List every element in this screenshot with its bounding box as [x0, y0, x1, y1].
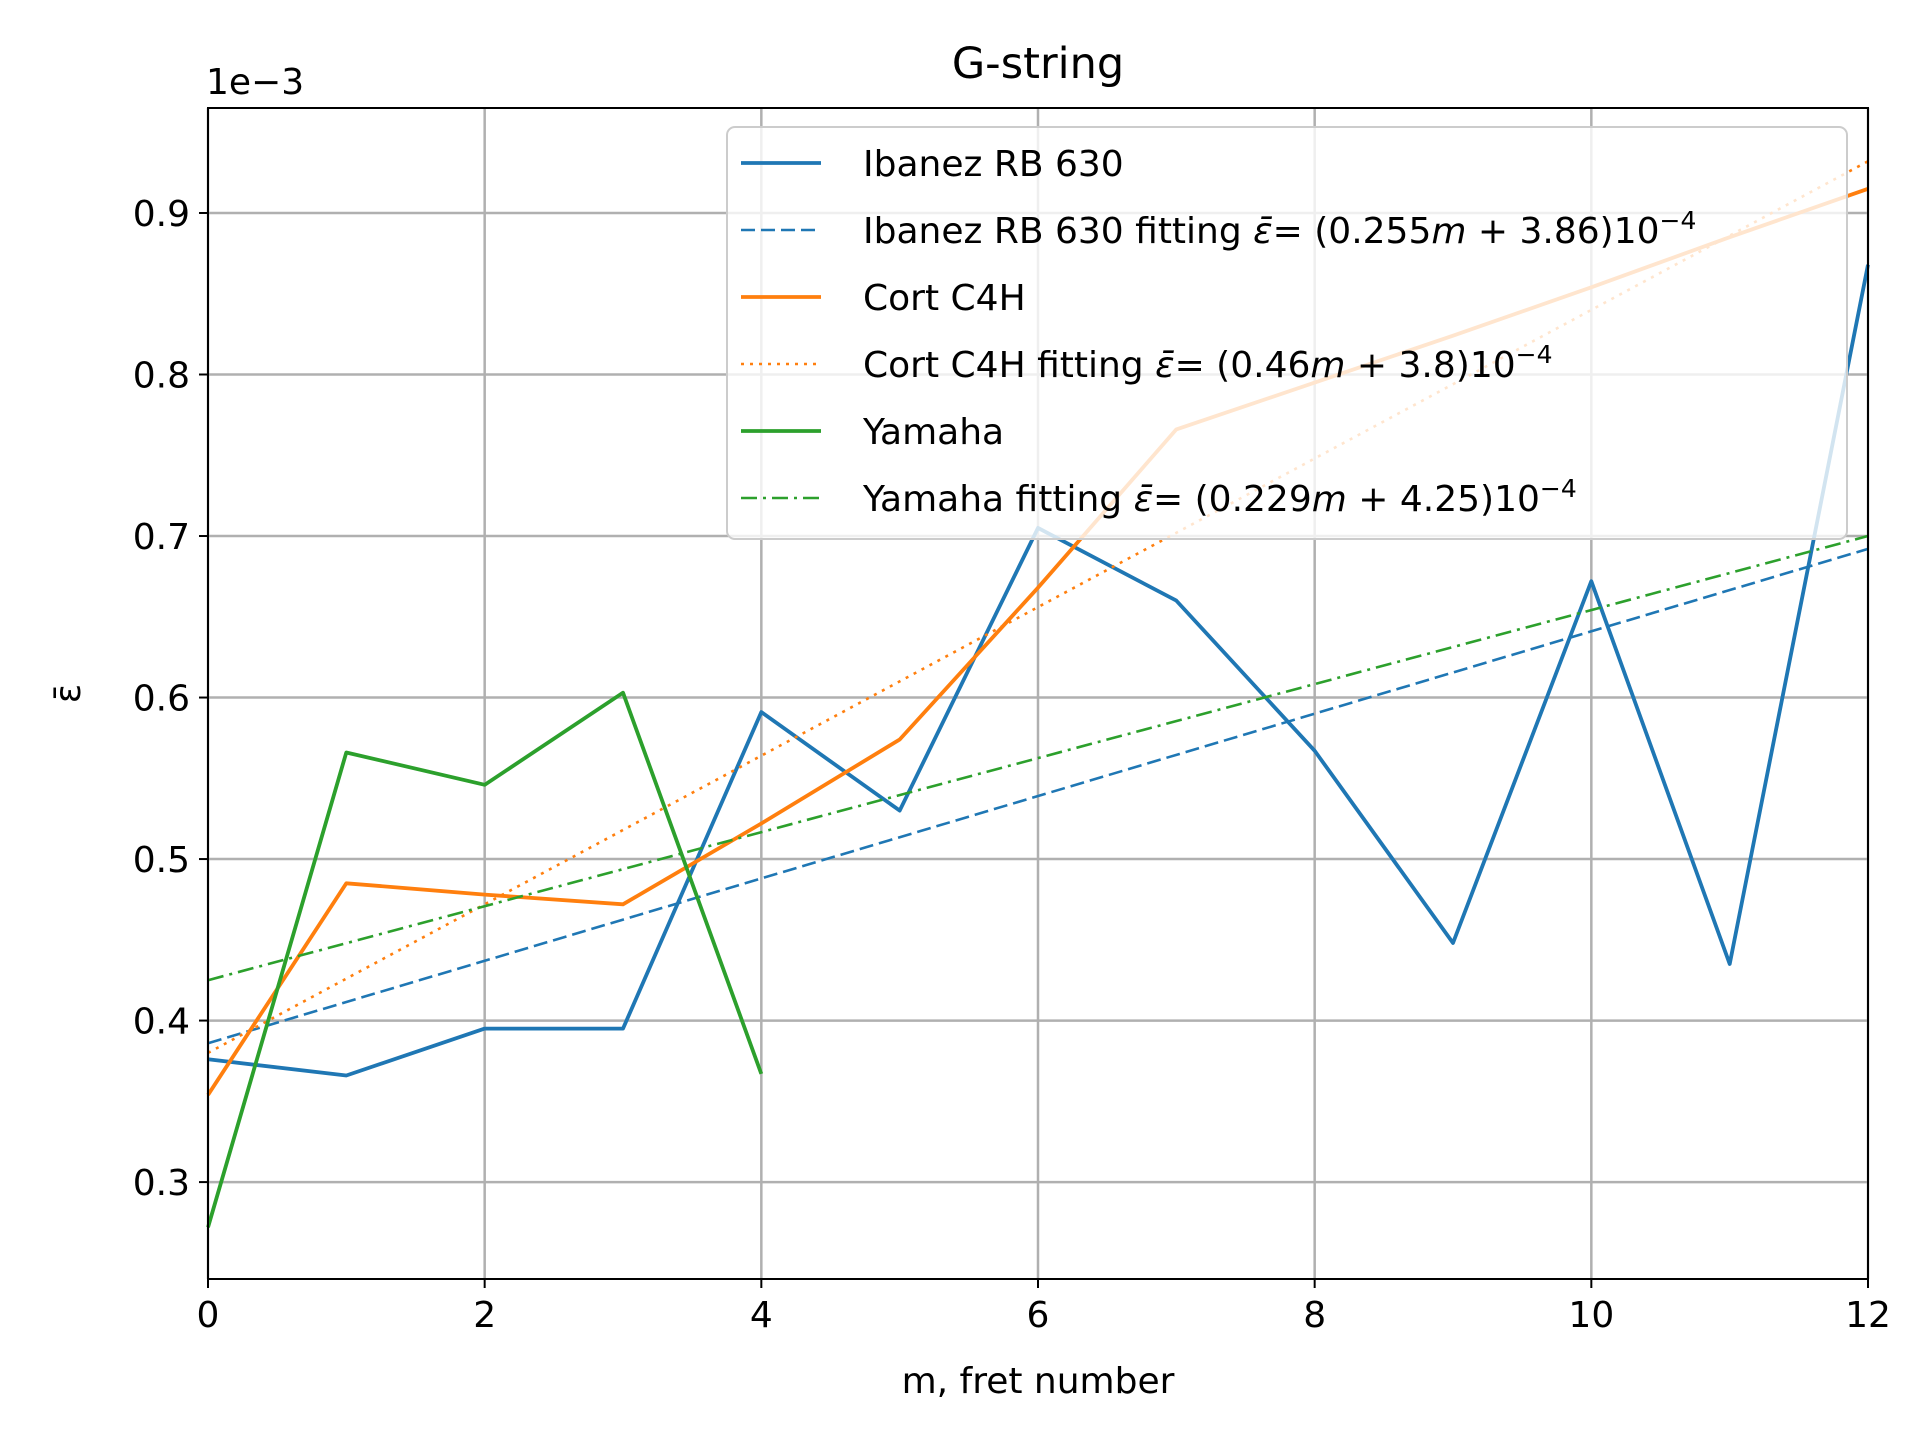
series-line-yamaha [206, 690, 764, 1228]
series-line-ibanez-rb-630-fitting [207, 547, 1869, 1045]
legend-entry-cort-c4h: Cort C4H [863, 278, 1026, 319]
legend-entry-ibanez-rb-630: Ibanez RB 630 [863, 144, 1124, 185]
legend-entry-cort-c4h-fitting: Cort C4H fitting ε̄= (0.46m + 3.8)10−4 [863, 340, 1552, 386]
y-tick-label: 0.8 [133, 356, 190, 397]
y-tick-label: 0.6 [133, 679, 190, 720]
y-tick-label: 0.5 [133, 840, 190, 881]
x-tick-label: 10 [1568, 1295, 1614, 1336]
x-tick-label: 2 [473, 1295, 496, 1336]
legend-entry-yamaha-fitting: Yamaha fitting ε̄= (0.229m + 4.25)10−4 [862, 474, 1577, 520]
y-tick-label: 0.3 [133, 1163, 190, 1204]
x-tick-label: 0 [197, 1295, 220, 1336]
legend-entry-ibanez-rb-630-fitting: Ibanez RB 630 fitting ε̄= (0.255m + 3.86… [863, 206, 1696, 252]
series-line-yamaha-fitting [207, 534, 1869, 982]
legend: Ibanez RB 630 Ibanez RB 630 fitting ε̄= (… [726, 126, 1848, 540]
y-axis-label: ε̄ [48, 684, 89, 703]
x-axis-label: m, fret number [902, 1361, 1175, 1402]
y-tick-label: 0.7 [133, 517, 190, 558]
y-tick-label: 0.4 [133, 1002, 190, 1043]
chart-title: G-string [952, 39, 1124, 89]
legend-box [726, 126, 1848, 540]
x-tick-label: 12 [1845, 1295, 1891, 1336]
x-tick-label: 4 [750, 1295, 773, 1336]
y-tick-label: 0.9 [133, 194, 190, 235]
axis-ticks: 0 2 4 6 8 10 12 0.3 0.4 0.5 0.6 0.7 0.8 0.9 [133, 194, 1891, 1336]
x-tick-label: 6 [1027, 1295, 1050, 1336]
y-axis-offset-text: 1e−3 [206, 62, 304, 103]
x-tick-label: 8 [1303, 1295, 1326, 1336]
legend-entry-yamaha: Yamaha [862, 412, 1004, 453]
